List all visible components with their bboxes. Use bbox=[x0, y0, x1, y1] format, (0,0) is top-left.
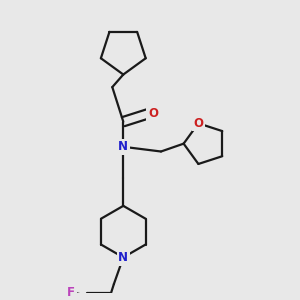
Text: O: O bbox=[148, 107, 158, 120]
Text: F: F bbox=[67, 286, 75, 299]
Text: O: O bbox=[194, 117, 203, 130]
Text: N: N bbox=[118, 251, 128, 264]
Text: N: N bbox=[118, 140, 128, 153]
